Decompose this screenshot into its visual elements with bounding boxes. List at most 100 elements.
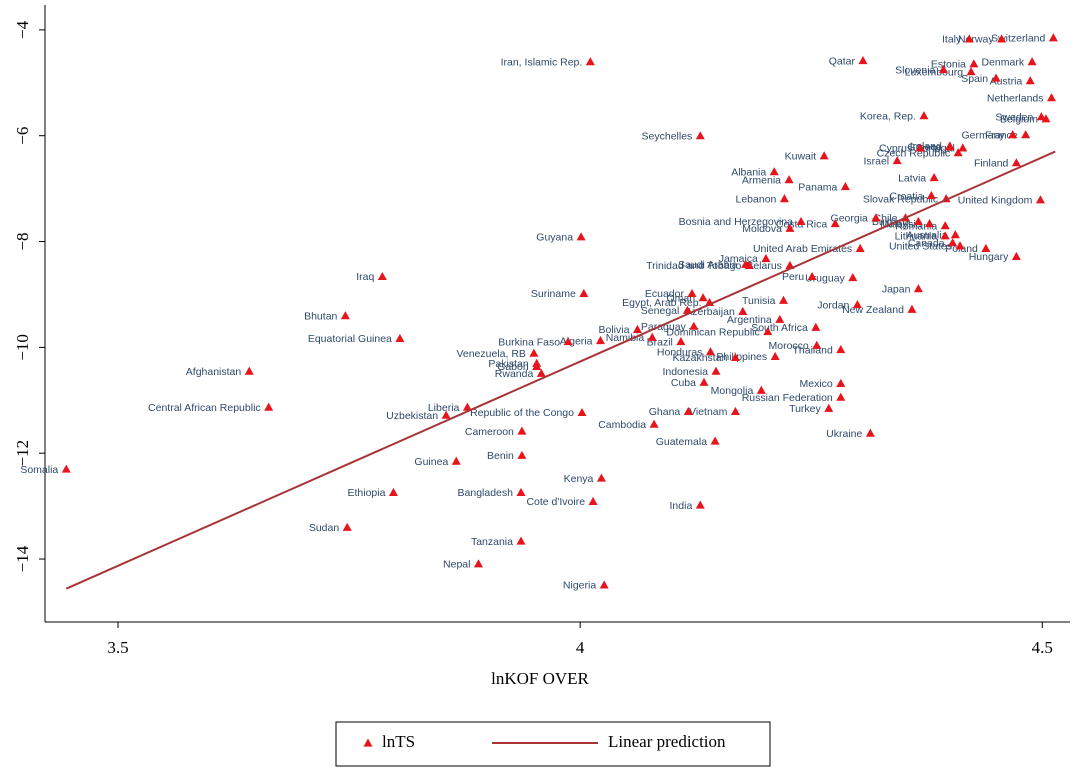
point [964,34,974,43]
point [741,259,751,268]
point-label: Luxembourg [905,66,964,78]
point-label: Gabon [497,361,529,373]
point-label: Bangladesh [458,487,514,499]
point-label: Nepal [443,559,470,571]
point-label: Oman [666,292,695,304]
point [1011,251,1021,260]
point-label: Belarus [746,260,782,272]
point [925,219,935,228]
point-label: Qatar [829,55,856,67]
y-tick-label: −10 [13,334,32,361]
point-label: Tunisia [742,295,776,307]
point-label: Ethiopia [347,487,385,499]
point [588,496,598,505]
point [595,335,605,345]
point [763,326,773,336]
point [926,190,936,200]
point-label: Cyprus [879,143,912,155]
point [865,428,875,437]
point [698,293,708,302]
point [577,407,587,417]
point [811,322,821,331]
point-label: Cote d'Ivoire [526,496,585,508]
point-label: Central African Republic [148,402,261,414]
point-label: Jamaica [719,253,758,265]
point-label: United States [889,241,952,253]
point [991,73,1001,82]
x-tick-label: 3.5 [107,638,128,657]
point-label: Thailand [793,344,833,356]
point [836,378,846,387]
point-label: Spain [961,73,988,85]
point [61,464,71,473]
point [738,306,748,315]
point [516,536,526,545]
point [695,500,705,509]
point [969,59,979,68]
point-label: Tanzania [471,536,513,548]
point-label: Japan [882,283,911,295]
point [532,361,542,371]
point-label: Cuba [671,377,696,389]
y-tick-label: −4 [13,20,32,39]
point [981,243,991,253]
point [858,56,868,65]
point-label: Lithuania [895,230,938,242]
point [529,348,539,357]
point-label: Liberia [428,402,460,414]
point-label: Czech Republic [877,147,951,159]
point [342,522,352,531]
point [807,271,817,281]
point [1011,158,1021,167]
point-label: Equatorial Guinea [308,333,392,345]
point-label: Uruguay [805,272,845,284]
point-label: Morocco [768,340,808,352]
point-label: Cameroon [465,426,514,438]
point-label: Saudi Arabia [678,259,738,271]
point-label: Portugal [916,143,955,155]
y-tick-label: −12 [13,440,32,467]
point [785,223,795,232]
point [585,57,595,66]
point [1041,114,1051,123]
point-label: Turkey [789,403,821,415]
point-label: Venezuela, RB [456,348,525,360]
point [244,366,254,375]
y-tick-label: −14 [13,545,32,572]
point [710,436,720,445]
point [796,216,806,226]
point-label: Ecuador [645,288,685,300]
point [848,273,858,282]
point [1021,130,1031,139]
point-label: Denmark [981,56,1024,68]
point-label: Kenya [564,473,594,485]
point-label: Trinidad and Tobago [646,260,741,272]
point [919,111,929,120]
point-label: Belgium [1000,114,1038,126]
point [1025,76,1035,85]
point [340,311,350,320]
point-label: Namibia [606,332,645,344]
point [871,213,881,222]
point-label: Romania [895,220,937,232]
point [913,216,923,226]
point-label: Australia [907,229,948,241]
point-label: Albania [731,166,766,178]
point [730,352,740,362]
point-label: Russian Federation [742,392,833,404]
point-label: Iran, Islamic Rep. [501,56,583,68]
point-label: Benin [487,450,514,462]
point-label: United Kingdom [958,195,1033,207]
point-label: Israel [863,155,889,167]
point-label: France [985,129,1018,141]
point [779,194,789,203]
point-label: Indonesia [662,366,708,378]
point [599,580,609,589]
point [705,347,715,356]
point [953,148,963,157]
point-label: Italy [942,34,962,46]
point [649,419,659,428]
point [938,65,948,74]
point-label: Sweden [995,111,1033,123]
x-tick-label: 4.5 [1032,638,1053,657]
